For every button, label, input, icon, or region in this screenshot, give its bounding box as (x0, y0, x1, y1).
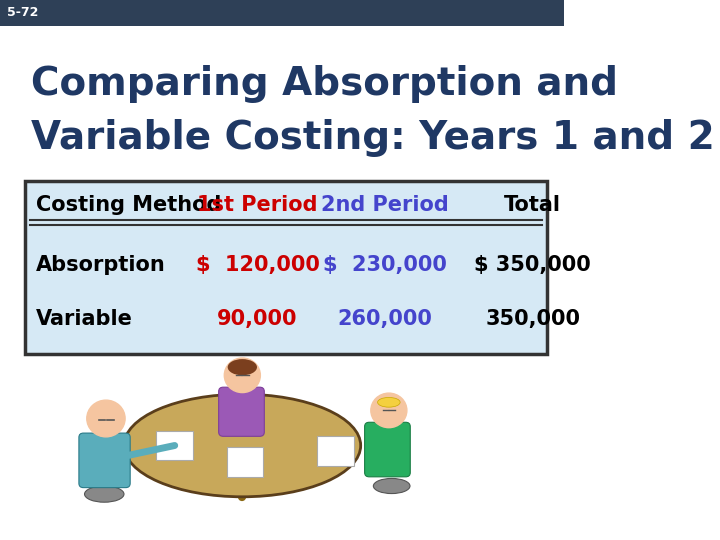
FancyBboxPatch shape (25, 181, 546, 354)
Text: $  120,000: $ 120,000 (196, 254, 320, 275)
FancyBboxPatch shape (219, 387, 264, 436)
Text: 90,000: 90,000 (217, 308, 297, 329)
Text: Total: Total (504, 195, 561, 215)
Text: 1st Period: 1st Period (197, 195, 318, 215)
Text: 350,000: 350,000 (485, 308, 580, 329)
Text: $ 350,000: $ 350,000 (474, 254, 591, 275)
FancyBboxPatch shape (156, 431, 193, 460)
Text: $  230,000: $ 230,000 (323, 254, 447, 275)
Ellipse shape (124, 394, 361, 497)
Ellipse shape (377, 397, 400, 407)
Circle shape (87, 400, 125, 437)
Circle shape (371, 393, 407, 428)
Text: 5-72: 5-72 (6, 6, 38, 19)
Circle shape (225, 358, 261, 393)
FancyBboxPatch shape (227, 447, 264, 477)
FancyBboxPatch shape (317, 436, 354, 465)
Text: Variable Costing: Years 1 and 2: Variable Costing: Years 1 and 2 (31, 119, 715, 157)
Text: Comparing Absorption and: Comparing Absorption and (31, 65, 618, 103)
FancyBboxPatch shape (0, 0, 564, 26)
FancyBboxPatch shape (310, 0, 564, 16)
Ellipse shape (374, 478, 410, 494)
Ellipse shape (228, 359, 257, 375)
Ellipse shape (84, 486, 124, 502)
Text: Absorption: Absorption (36, 254, 166, 275)
Text: Variable: Variable (36, 308, 133, 329)
Text: 260,000: 260,000 (338, 308, 432, 329)
FancyBboxPatch shape (79, 433, 130, 488)
Text: Costing Method: Costing Method (36, 195, 222, 215)
FancyBboxPatch shape (364, 422, 410, 477)
Text: 2nd Period: 2nd Period (321, 195, 449, 215)
